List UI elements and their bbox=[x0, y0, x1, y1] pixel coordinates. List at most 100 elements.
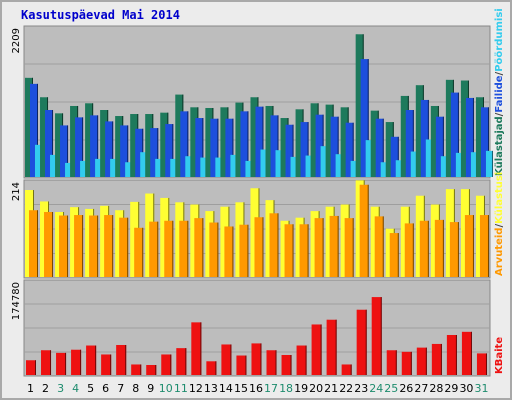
bar-hosts-16-shade bbox=[262, 217, 264, 277]
bar-kbytes-9-shade bbox=[155, 364, 157, 375]
legend-separator: / bbox=[494, 112, 505, 116]
bar-kbytes-11 bbox=[176, 348, 187, 375]
bar-hits-22-hl bbox=[350, 160, 353, 177]
bar-hits-29-hl bbox=[455, 152, 458, 177]
bar-files-7 bbox=[120, 125, 129, 177]
bar-files-13-shade bbox=[217, 118, 219, 177]
bar-files-21-hl bbox=[330, 116, 333, 177]
bar-hosts-27-hl bbox=[419, 220, 422, 277]
bar-kbytes-6 bbox=[101, 354, 112, 375]
bar-files-22 bbox=[345, 122, 354, 177]
bar-files-15-hl bbox=[240, 111, 243, 177]
bar-visitors-16 bbox=[250, 97, 259, 177]
bar-kbytes-28-shade bbox=[440, 343, 442, 375]
bar-hosts-13-hl bbox=[209, 222, 212, 277]
bar-files-4-shade bbox=[82, 117, 84, 177]
bar-hits-31-shade bbox=[491, 150, 493, 177]
bar-hosts-8 bbox=[134, 227, 144, 277]
bar-hosts-21-shade bbox=[337, 215, 339, 277]
bar-kbytes-16-hl bbox=[251, 343, 254, 375]
bar-files-29-shade bbox=[457, 92, 459, 177]
x-axis-day-label: 24 bbox=[369, 382, 383, 395]
bar-files-6-shade bbox=[112, 121, 114, 177]
bar-hosts-17-shade bbox=[277, 213, 279, 277]
bar-kbytes-26-shade bbox=[410, 351, 412, 375]
bar-visitors-19 bbox=[295, 109, 304, 177]
bar-visitors-25-hl bbox=[385, 122, 388, 177]
bar-kbytes-4-hl bbox=[71, 349, 74, 375]
bar-visitors-7 bbox=[115, 116, 124, 177]
bar-kbytes-18-hl bbox=[281, 354, 284, 375]
bar-hosts-15-shade bbox=[247, 224, 249, 277]
bar-hosts-26-hl bbox=[404, 223, 407, 277]
bar-kbytes-21-shade bbox=[335, 319, 337, 375]
bar-files-10 bbox=[165, 124, 174, 177]
bar-kbytes-7 bbox=[116, 344, 127, 375]
bar-hits-1 bbox=[35, 144, 42, 177]
x-axis-day-label: 30 bbox=[459, 382, 473, 395]
bar-hits-10-hl bbox=[170, 158, 173, 177]
bar-visitors-31-hl bbox=[475, 97, 478, 177]
bar-hosts-18 bbox=[284, 224, 294, 277]
bar-visits-1-hl bbox=[25, 190, 27, 277]
bar-kbytes-20-hl bbox=[311, 324, 314, 375]
bar-visits-3-hl bbox=[55, 211, 58, 277]
bar-hosts-19-hl bbox=[299, 224, 302, 277]
bar-hits-5-hl bbox=[95, 158, 98, 177]
chart-title: Kasutuspäevad Mai 2014 bbox=[21, 8, 180, 22]
bar-kbytes-15-shade bbox=[245, 355, 247, 375]
bar-files-5-shade bbox=[97, 115, 99, 177]
bar-hosts-2-shade bbox=[52, 211, 54, 277]
bar-kbytes-1-shade bbox=[35, 360, 36, 375]
bar-visits-13-hl bbox=[205, 211, 208, 277]
bar-hits-24 bbox=[380, 162, 388, 177]
bar-hosts-21 bbox=[329, 215, 339, 277]
bar-hosts-23-hl bbox=[359, 184, 362, 277]
bar-hosts-7 bbox=[119, 217, 129, 277]
bar-hosts-7-shade bbox=[127, 217, 129, 277]
bar-hits-23 bbox=[365, 140, 373, 177]
bar-kbytes-3-hl bbox=[56, 352, 59, 375]
bar-files-12-hl bbox=[195, 118, 198, 177]
bar-files-23-shade bbox=[367, 59, 369, 177]
x-axis-day-label: 14 bbox=[219, 382, 233, 395]
x-axis-day-label: 19 bbox=[294, 382, 308, 395]
bar-kbytes-22 bbox=[341, 364, 352, 375]
bar-visitors-18 bbox=[280, 118, 289, 177]
bar-hits-7-hl bbox=[125, 162, 128, 177]
bar-hits-25-hl bbox=[395, 160, 398, 177]
bar-hosts-19 bbox=[299, 224, 309, 277]
bar-hits-4 bbox=[80, 160, 88, 177]
bar-hits-26-hl bbox=[410, 151, 413, 177]
bar-files-19-shade bbox=[307, 122, 309, 177]
bar-kbytes-30 bbox=[461, 331, 472, 375]
bar-files-10-shade bbox=[172, 124, 174, 177]
x-axis-day-label: 6 bbox=[102, 382, 109, 395]
bar-files-13 bbox=[210, 118, 219, 177]
bar-kbytes-30-shade bbox=[470, 331, 472, 375]
bar-hits-26 bbox=[410, 151, 418, 177]
bar-visitors-28 bbox=[430, 105, 439, 177]
x-axis-day-label: 18 bbox=[279, 382, 293, 395]
bar-visits-17-hl bbox=[265, 200, 268, 277]
bar-kbytes-23-shade bbox=[365, 309, 367, 375]
bar-hosts-14 bbox=[224, 226, 234, 277]
panel-bottom-max-label: 174780 bbox=[11, 282, 22, 320]
bar-hosts-9-shade bbox=[157, 221, 159, 277]
bar-hits-8-hl bbox=[140, 152, 143, 177]
bar-kbytes-2-shade bbox=[50, 350, 52, 375]
bar-visitors-31 bbox=[475, 97, 484, 177]
bar-kbytes-18 bbox=[281, 354, 292, 375]
bar-hits-29 bbox=[455, 152, 463, 177]
bar-hits-22 bbox=[350, 160, 358, 177]
bar-hosts-30-hl bbox=[464, 215, 467, 277]
x-axis-day-label: 7 bbox=[117, 382, 124, 395]
bar-hits-31 bbox=[485, 150, 493, 177]
bar-files-4-hl bbox=[75, 117, 78, 177]
bar-visits-30-hl bbox=[460, 189, 463, 277]
bar-hits-19 bbox=[305, 155, 313, 177]
bar-visits-21-hl bbox=[325, 206, 328, 277]
bar-hits-3 bbox=[65, 162, 73, 177]
bar-kbytes-12-shade bbox=[200, 322, 202, 375]
bar-files-17 bbox=[270, 115, 279, 177]
